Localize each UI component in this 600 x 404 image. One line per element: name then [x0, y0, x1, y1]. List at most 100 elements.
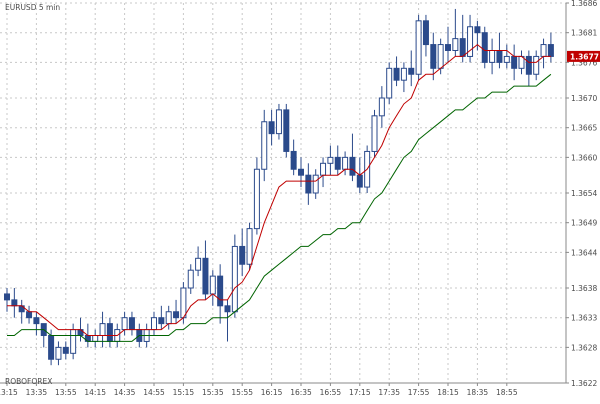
candle [327, 145, 334, 176]
candle-body [503, 55, 510, 63]
candle-body [525, 55, 532, 75]
candle-body [158, 317, 165, 325]
x-tick-label: 15:35 [202, 388, 224, 397]
candle-body [180, 287, 187, 319]
candle-body [173, 311, 180, 319]
candle-body [48, 335, 55, 360]
candle [239, 228, 246, 277]
current-price-label: 1.3677 [570, 52, 599, 61]
candle [55, 341, 62, 366]
candle-body [533, 55, 540, 75]
candle [312, 169, 319, 199]
candle-body [165, 311, 172, 325]
moving-averages [7, 43, 552, 342]
watermark: ROBOFOREX [5, 377, 52, 386]
candle-body [275, 109, 282, 135]
candle-body [239, 245, 246, 265]
candle [422, 14, 429, 57]
candle [261, 109, 268, 182]
candle-body [437, 44, 444, 69]
y-tick-label: 1.3670 [571, 94, 597, 103]
y-tick-label: 1.3681 [571, 29, 597, 38]
candle [445, 26, 451, 63]
axes: 1.3686 1.3681 1.3676 1.3670 1.3665 1.3660 1.36… [0, 0, 597, 397]
candle-body [467, 26, 474, 57]
candle [452, 8, 459, 57]
current-price-marker: 1.3677 [567, 50, 600, 62]
candle [290, 139, 297, 176]
candle [158, 305, 165, 330]
x-tick-label: 18:15 [437, 388, 459, 397]
candle [533, 50, 540, 81]
x-tick-label: 18:55 [496, 388, 518, 397]
candle [253, 157, 260, 235]
x-tick-label: 14:35 [114, 388, 136, 397]
candle-body [312, 174, 319, 194]
candle [474, 20, 481, 51]
x-tick-label: 17:55 [408, 388, 430, 397]
x-tick-label: 17:15 [349, 388, 371, 397]
candle-body [261, 121, 268, 170]
candle-body [55, 346, 62, 360]
candle-body [187, 269, 194, 289]
candle [298, 157, 304, 188]
candle-body [400, 67, 407, 81]
candle [503, 44, 510, 69]
y-tick-label: 1.3660 [571, 153, 597, 162]
candle-body [209, 275, 216, 295]
candle-body [99, 323, 106, 336]
candle-body [106, 323, 113, 342]
candle [275, 103, 282, 140]
candle-body [474, 26, 481, 34]
candle-body [511, 55, 518, 69]
candle-body [489, 50, 496, 63]
candles [4, 8, 554, 366]
candle-body [217, 275, 224, 307]
y-tick-label: 1.3665 [571, 124, 597, 133]
x-tick-label: 16:15 [261, 388, 283, 397]
candle [283, 103, 290, 158]
candle-body [393, 67, 400, 81]
candle-body [62, 346, 69, 354]
y-tick-label: 1.3633 [571, 314, 597, 323]
y-tick-label: 1.3638 [571, 284, 597, 293]
candle [33, 311, 40, 336]
candle [467, 14, 474, 63]
candle [224, 299, 231, 342]
candle-body [92, 335, 99, 342]
candle [305, 163, 312, 205]
candle [481, 26, 488, 69]
candle [430, 32, 437, 81]
candle-body [540, 44, 547, 57]
x-tick-label: 16:35 [290, 388, 312, 397]
candle [525, 50, 532, 87]
candle-body [445, 44, 451, 51]
candle-body [4, 293, 10, 301]
candle-body [283, 109, 290, 152]
x-tick-label: 13:55 [55, 388, 77, 397]
candle [195, 246, 202, 277]
candle-body [298, 168, 304, 176]
y-tick-label: 1.3628 [571, 343, 597, 352]
y-tick-label: 1.3654 [571, 189, 597, 198]
candle [187, 264, 194, 294]
candle [386, 62, 393, 104]
candle-body [231, 245, 238, 313]
candle-body [290, 150, 297, 170]
x-tick-label: 17:35 [378, 388, 400, 397]
candle-body [342, 156, 349, 170]
candle [202, 240, 209, 300]
candle-body [430, 44, 437, 69]
candle-body [422, 20, 429, 46]
y-tick-label: 1.3686 [571, 0, 597, 8]
candle-body [334, 156, 341, 170]
candle-body [320, 162, 327, 176]
chart-title: EURUSD 5 min [5, 3, 60, 12]
candle [371, 109, 378, 158]
x-tick-label: 14:55 [143, 388, 165, 397]
candle-body [408, 67, 415, 75]
candle [4, 288, 10, 312]
candle-body [452, 38, 459, 51]
